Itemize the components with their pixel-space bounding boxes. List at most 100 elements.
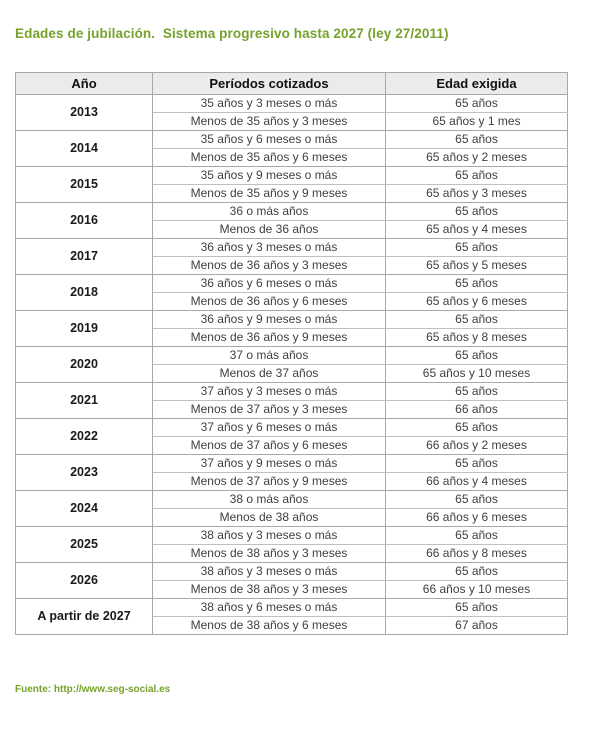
- age-cell: 65 años: [385, 274, 568, 293]
- table-row: Menos de 36 años y 6 meses 65 años y 6 me…: [16, 292, 568, 311]
- table-row: Menos de 37 años 65 años y 10 meses: [16, 364, 568, 383]
- table-row: Menos de 38 años y 3 meses 66 años y 8 me…: [16, 544, 568, 563]
- age-cell: 65 años y 3 meses: [385, 184, 568, 203]
- page-title: Edades de jubilación. Sistema progresivo…: [15, 26, 449, 41]
- period-cell: 38 años y 3 meses o más: [152, 526, 386, 545]
- age-cell: 65 años y 4 meses: [385, 220, 568, 239]
- period-cell: 38 años y 6 meses o más: [152, 598, 386, 617]
- period-cell: Menos de 37 años y 9 meses: [152, 472, 386, 491]
- table-row: 2018 36 años y 6 meses o más 65 años: [15, 274, 568, 311]
- period-cell: 36 o más años: [152, 202, 386, 221]
- year-cell: 2018: [15, 274, 153, 311]
- period-cell: Menos de 36 años y 9 meses: [152, 328, 386, 347]
- age-cell: 65 años: [385, 238, 568, 257]
- age-cell: 66 años y 4 meses: [385, 472, 568, 491]
- period-cell: Menos de 36 años: [152, 220, 386, 239]
- period-cell: Menos de 37 años y 6 meses: [152, 436, 386, 455]
- year-cell: 2015: [15, 166, 153, 203]
- table-row: 2025 38 años y 3 meses o más 65 años: [15, 526, 568, 563]
- table-row: 2016 36 o más años 65 años: [15, 202, 568, 239]
- retirement-age-table: Año Períodos cotizados Edad exigida 2013…: [15, 72, 568, 635]
- year-cell: 2013: [15, 94, 153, 131]
- period-cell: 38 o más años: [152, 490, 386, 509]
- table-header-row: Año Períodos cotizados Edad exigida: [15, 72, 568, 95]
- age-cell: 65 años: [385, 562, 568, 581]
- table-row: 2019 36 años y 9 meses o más 65 años: [15, 310, 568, 347]
- table-row: 2022 37 años y 6 meses o más 65 años: [15, 418, 568, 455]
- age-cell: 66 años y 8 meses: [385, 544, 568, 563]
- year-cell: A partir de 2027: [15, 598, 153, 635]
- age-cell: 65 años: [385, 202, 568, 221]
- age-cell: 65 años: [385, 130, 568, 149]
- period-cell: Menos de 35 años y 9 meses: [152, 184, 386, 203]
- year-cell: 2014: [15, 130, 153, 167]
- age-cell: 65 años: [385, 310, 568, 329]
- age-cell: 65 años: [385, 454, 568, 473]
- age-cell: 65 años y 1 mes: [385, 112, 568, 131]
- period-cell: 36 años y 9 meses o más: [152, 310, 386, 329]
- table-row: Menos de 35 años y 9 meses 65 años y 3 me…: [16, 184, 568, 203]
- period-cell: 35 años y 6 meses o más: [152, 130, 386, 149]
- age-cell: 65 años y 5 meses: [385, 256, 568, 275]
- period-cell: 37 años y 6 meses o más: [152, 418, 386, 437]
- table-row: 2021 37 años y 3 meses o más 65 años: [15, 382, 568, 419]
- period-cell: Menos de 35 años y 3 meses: [152, 112, 386, 131]
- period-cell: Menos de 36 años y 6 meses: [152, 292, 386, 311]
- table-row: 2013 35 años y 3 meses o más 65 años: [15, 94, 568, 131]
- year-cell: 2022: [15, 418, 153, 455]
- age-cell: 65 años: [385, 346, 568, 365]
- age-cell: 65 años: [385, 418, 568, 437]
- age-cell: 65 años: [385, 166, 568, 185]
- age-cell: 65 años: [385, 526, 568, 545]
- table-row: Menos de 38 años 66 años y 6 meses: [16, 508, 568, 527]
- year-cell: 2016: [15, 202, 153, 239]
- table-row: Menos de 38 años y 6 meses 67 años: [16, 616, 568, 635]
- year-cell: 2025: [15, 526, 153, 563]
- source-note: Fuente: http://www.seg-social.es: [15, 684, 171, 695]
- table-row: Menos de 35 años y 6 meses 65 años y 2 me…: [16, 148, 568, 167]
- period-cell: 37 años y 3 meses o más: [152, 382, 386, 401]
- year-cell: 2021: [15, 382, 153, 419]
- age-cell: 65 años: [385, 490, 568, 509]
- period-cell: Menos de 37 años y 3 meses: [152, 400, 386, 419]
- age-cell: 66 años y 10 meses: [385, 580, 568, 599]
- table-row: Menos de 36 años y 9 meses 65 años y 8 me…: [16, 328, 568, 347]
- period-cell: 37 años y 9 meses o más: [152, 454, 386, 473]
- year-cell: 2019: [15, 310, 153, 347]
- age-cell: 65 años: [385, 94, 568, 113]
- table-row: 2015 35 años y 9 meses o más 65 años: [15, 166, 568, 203]
- table-row: 2024 38 o más años 65 años: [15, 490, 568, 527]
- period-cell: Menos de 36 años y 3 meses: [152, 256, 386, 275]
- period-cell: 38 años y 3 meses o más: [152, 562, 386, 581]
- year-cell: 2020: [15, 346, 153, 383]
- period-cell: 35 años y 3 meses o más: [152, 94, 386, 113]
- table-row: 2017 36 años y 3 meses o más 65 años: [15, 238, 568, 275]
- period-cell: Menos de 38 años y 3 meses: [152, 544, 386, 563]
- table-row: 2023 37 años y 9 meses o más 65 años: [15, 454, 568, 491]
- year-cell: 2026: [15, 562, 153, 599]
- table-row: Menos de 37 años y 6 meses 66 años y 2 me…: [16, 436, 568, 455]
- age-cell: 65 años y 2 meses: [385, 148, 568, 167]
- period-cell: Menos de 38 años: [152, 508, 386, 527]
- table-row: Menos de 35 años y 3 meses 65 años y 1 me…: [16, 112, 568, 131]
- age-cell: 65 años y 10 meses: [385, 364, 568, 383]
- table-row: Menos de 37 años y 3 meses 66 años: [16, 400, 568, 419]
- table-body: 2013 35 años y 3 meses o más 65 años Menos …: [15, 94, 568, 635]
- column-header-age: Edad exigida: [385, 72, 568, 95]
- period-cell: Menos de 38 años y 3 meses: [152, 580, 386, 599]
- age-cell: 66 años y 6 meses: [385, 508, 568, 527]
- period-cell: Menos de 35 años y 6 meses: [152, 148, 386, 167]
- period-cell: Menos de 38 años y 6 meses: [152, 616, 386, 635]
- period-cell: 37 o más años: [152, 346, 386, 365]
- table-row: A partir de 2027 38 años y 6 meses o más 6…: [15, 598, 568, 635]
- column-header-year: Año: [15, 72, 153, 95]
- year-cell: 2023: [15, 454, 153, 491]
- period-cell: 36 años y 3 meses o más: [152, 238, 386, 257]
- age-cell: 65 años: [385, 382, 568, 401]
- table-row: 2026 38 años y 3 meses o más 65 años: [15, 562, 568, 599]
- table-row: Menos de 38 años y 3 meses 66 años y 10 m…: [16, 580, 568, 599]
- year-cell: 2024: [15, 490, 153, 527]
- table-row: 2014 35 años y 6 meses o más 65 años: [15, 130, 568, 167]
- column-header-periods: Períodos cotizados: [152, 72, 386, 95]
